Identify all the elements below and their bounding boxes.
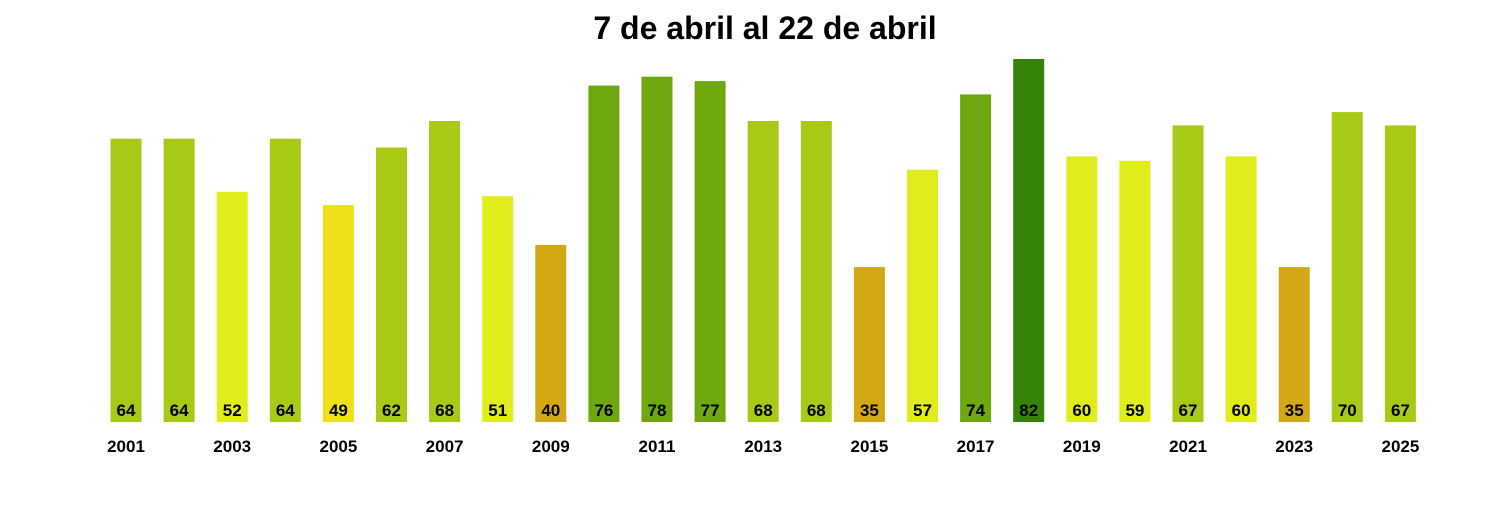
data-label-2018: 82 bbox=[1019, 401, 1038, 420]
bar-2004 bbox=[269, 138, 301, 422]
bar-2025 bbox=[1384, 125, 1416, 423]
bar-2018 bbox=[1013, 59, 1045, 422]
bar-2008 bbox=[482, 196, 514, 422]
bar-2001 bbox=[110, 138, 142, 422]
x-tick-label-2025: 2025 bbox=[1381, 437, 1419, 456]
x-tick-label-2009: 2009 bbox=[532, 437, 570, 456]
data-label-2007: 68 bbox=[435, 401, 454, 420]
bar-2019 bbox=[1066, 156, 1098, 422]
bar-2023 bbox=[1278, 267, 1310, 422]
data-label-2023: 35 bbox=[1285, 401, 1304, 420]
x-tick-label-2023: 2023 bbox=[1275, 437, 1313, 456]
x-tick-label-2015: 2015 bbox=[850, 437, 888, 456]
data-label-2025: 67 bbox=[1391, 401, 1410, 420]
data-label-2009: 40 bbox=[541, 401, 560, 420]
data-label-2008: 51 bbox=[488, 401, 507, 420]
bar-2024 bbox=[1331, 112, 1363, 422]
data-label-2024: 70 bbox=[1338, 401, 1357, 420]
bar-2013 bbox=[747, 121, 779, 422]
x-tick-label-2005: 2005 bbox=[319, 437, 357, 456]
bar-2022 bbox=[1225, 156, 1257, 422]
data-label-2004: 64 bbox=[276, 401, 295, 420]
data-label-2015: 35 bbox=[860, 401, 879, 420]
bar-2006 bbox=[376, 147, 407, 422]
data-label-2013: 68 bbox=[754, 401, 773, 420]
data-label-2022: 60 bbox=[1232, 401, 1251, 420]
x-tick-label-2017: 2017 bbox=[957, 437, 995, 456]
chart-title: 7 de abril al 22 de abril bbox=[593, 10, 937, 46]
x-tick-label-2003: 2003 bbox=[213, 437, 251, 456]
data-label-2020: 59 bbox=[1125, 401, 1144, 420]
data-label-2021: 67 bbox=[1179, 401, 1198, 420]
data-label-2001: 64 bbox=[117, 401, 136, 420]
x-tick-label-2021: 2021 bbox=[1169, 437, 1207, 456]
data-label-2017: 74 bbox=[966, 401, 985, 420]
x-tick-label-2011: 2011 bbox=[639, 437, 676, 456]
data-label-2016: 57 bbox=[913, 401, 932, 420]
bar-2011 bbox=[641, 76, 673, 422]
bar-2021 bbox=[1172, 125, 1204, 423]
x-tick-label-2007: 2007 bbox=[426, 437, 464, 456]
data-label-2014: 68 bbox=[807, 401, 826, 420]
bar-2005 bbox=[322, 205, 354, 422]
data-label-2006: 62 bbox=[382, 401, 401, 420]
bar-2016 bbox=[907, 169, 938, 422]
bar-2002 bbox=[163, 138, 195, 422]
data-label-2019: 60 bbox=[1072, 401, 1091, 420]
bar-2017 bbox=[960, 94, 992, 423]
data-label-2003: 52 bbox=[223, 401, 242, 420]
x-tick-label-2019: 2019 bbox=[1063, 437, 1101, 456]
bar-2012 bbox=[694, 81, 726, 422]
data-label-2012: 77 bbox=[701, 401, 720, 420]
bar-2007 bbox=[429, 121, 461, 422]
bar-2010 bbox=[588, 85, 620, 422]
bar-2003 bbox=[216, 191, 248, 422]
x-tick-label-2001: 2001 bbox=[107, 437, 145, 456]
x-tick-label-2013: 2013 bbox=[744, 437, 782, 456]
bar-2009 bbox=[535, 244, 567, 422]
data-label-2002: 64 bbox=[170, 401, 189, 420]
bar-2014 bbox=[800, 121, 832, 422]
data-label-2010: 76 bbox=[594, 401, 613, 420]
bar-2015 bbox=[853, 267, 885, 422]
data-label-2005: 49 bbox=[329, 401, 348, 420]
data-label-2011: 78 bbox=[648, 401, 667, 420]
bar-2020 bbox=[1119, 160, 1151, 423]
